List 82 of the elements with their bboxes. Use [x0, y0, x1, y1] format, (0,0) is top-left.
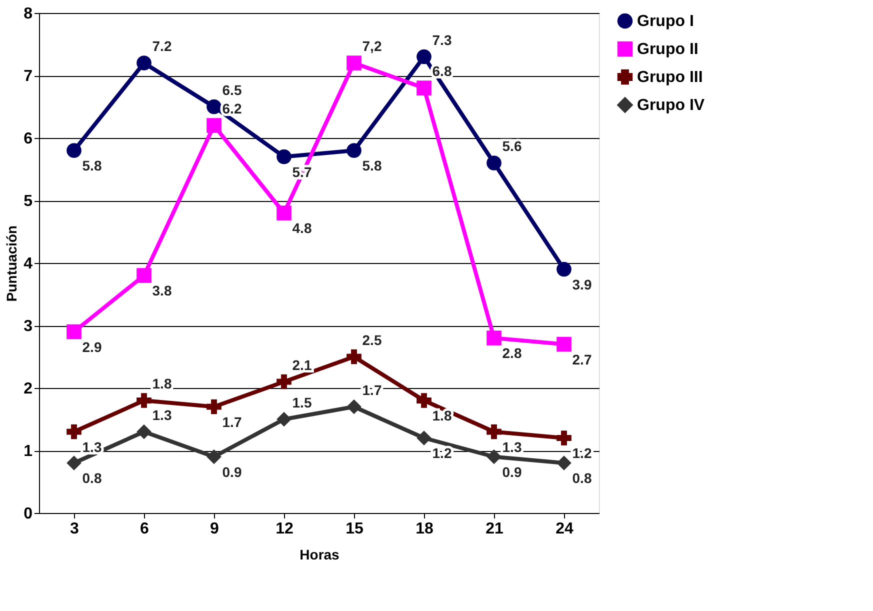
data-label: 5.8: [82, 158, 102, 174]
point: [556, 262, 572, 277]
x-tick-label: 21: [486, 520, 504, 538]
data-label: 2.1: [292, 356, 312, 373]
legend-label: Grupo II: [637, 41, 698, 58]
y-tick-label: 7: [24, 68, 33, 85]
point: [346, 143, 362, 158]
x-tick-label: 15: [346, 520, 364, 538]
data-label: 7,2: [362, 38, 382, 54]
point: [276, 374, 292, 390]
data-label: 2.9: [82, 338, 102, 355]
point: [346, 399, 362, 414]
data-label: 1.8: [432, 408, 452, 424]
data-label: 5.6: [502, 138, 522, 154]
y-tick-label: 8: [24, 6, 33, 22]
point: [486, 330, 502, 346]
point: [346, 56, 362, 70]
data-label: 5.8: [362, 158, 382, 174]
point: [66, 424, 82, 440]
x-tick-label: 24: [556, 520, 574, 538]
data-label: 7.3: [432, 32, 452, 48]
data-label: 2.5: [362, 332, 382, 348]
x-tick-label: 9: [210, 520, 220, 538]
point: [136, 393, 152, 408]
point: [206, 449, 222, 464]
x-tick-label: 12: [276, 520, 294, 538]
data-label: 1.7: [222, 414, 242, 430]
data-label: 6.5: [222, 82, 242, 98]
x-tick-label: 18: [416, 520, 434, 538]
y-tick-label: 3: [24, 318, 33, 335]
point: [66, 456, 82, 470]
y-axis-title: Puntuación: [4, 225, 20, 302]
legend-label: Grupo IV: [637, 97, 705, 114]
data-label: 3.9: [572, 276, 592, 292]
point: [276, 149, 292, 164]
legend-label: Grupo I: [637, 13, 694, 30]
data-label: 1.8: [152, 376, 172, 392]
data-label: 6.2: [222, 100, 242, 116]
point: [136, 268, 152, 283]
data-label: 3.8: [152, 282, 172, 298]
y-tick-label: 4: [24, 256, 33, 272]
point: [556, 336, 572, 352]
y-tick-label: 5: [24, 193, 33, 210]
y-tick-label: 1: [24, 443, 33, 460]
point: [276, 412, 292, 427]
data-label: 1.3: [152, 406, 172, 423]
x-axis-title: Horas: [300, 546, 340, 562]
data-label: 7.2: [152, 38, 172, 54]
point: [486, 424, 502, 440]
point: [556, 430, 572, 446]
point: [416, 49, 432, 64]
legend-label: Grupo III: [637, 69, 703, 86]
point: [416, 393, 432, 408]
point: [66, 324, 82, 340]
point: [486, 156, 502, 170]
data-label: 1.3: [82, 438, 102, 455]
data-label: 2.7: [572, 351, 592, 368]
point: [416, 430, 432, 446]
data-label: 0.8: [82, 470, 102, 486]
data-label: 1.3: [502, 438, 522, 455]
data-label: 4.8: [292, 220, 312, 236]
point: [136, 424, 152, 440]
point: [206, 118, 222, 133]
point: [416, 80, 432, 96]
data-label: 0.9: [222, 464, 242, 480]
point: [556, 456, 572, 470]
x-tick-label: 6: [140, 520, 150, 538]
y-tick-label: 2: [24, 380, 33, 398]
point: [346, 349, 362, 364]
point: [486, 449, 502, 464]
data-label: 1.5: [292, 394, 312, 410]
y-tick-label: 0: [24, 506, 33, 522]
point: [276, 206, 292, 220]
point: [206, 399, 222, 414]
point: [136, 56, 152, 70]
x-tick-label: 3: [70, 520, 80, 538]
point: [66, 143, 82, 158]
data-label: 0.8: [572, 470, 592, 486]
data-label: 0.9: [502, 464, 522, 480]
y-tick-label: 6: [24, 130, 33, 148]
point: [206, 99, 222, 114]
data-label: 2.8: [502, 345, 522, 361]
